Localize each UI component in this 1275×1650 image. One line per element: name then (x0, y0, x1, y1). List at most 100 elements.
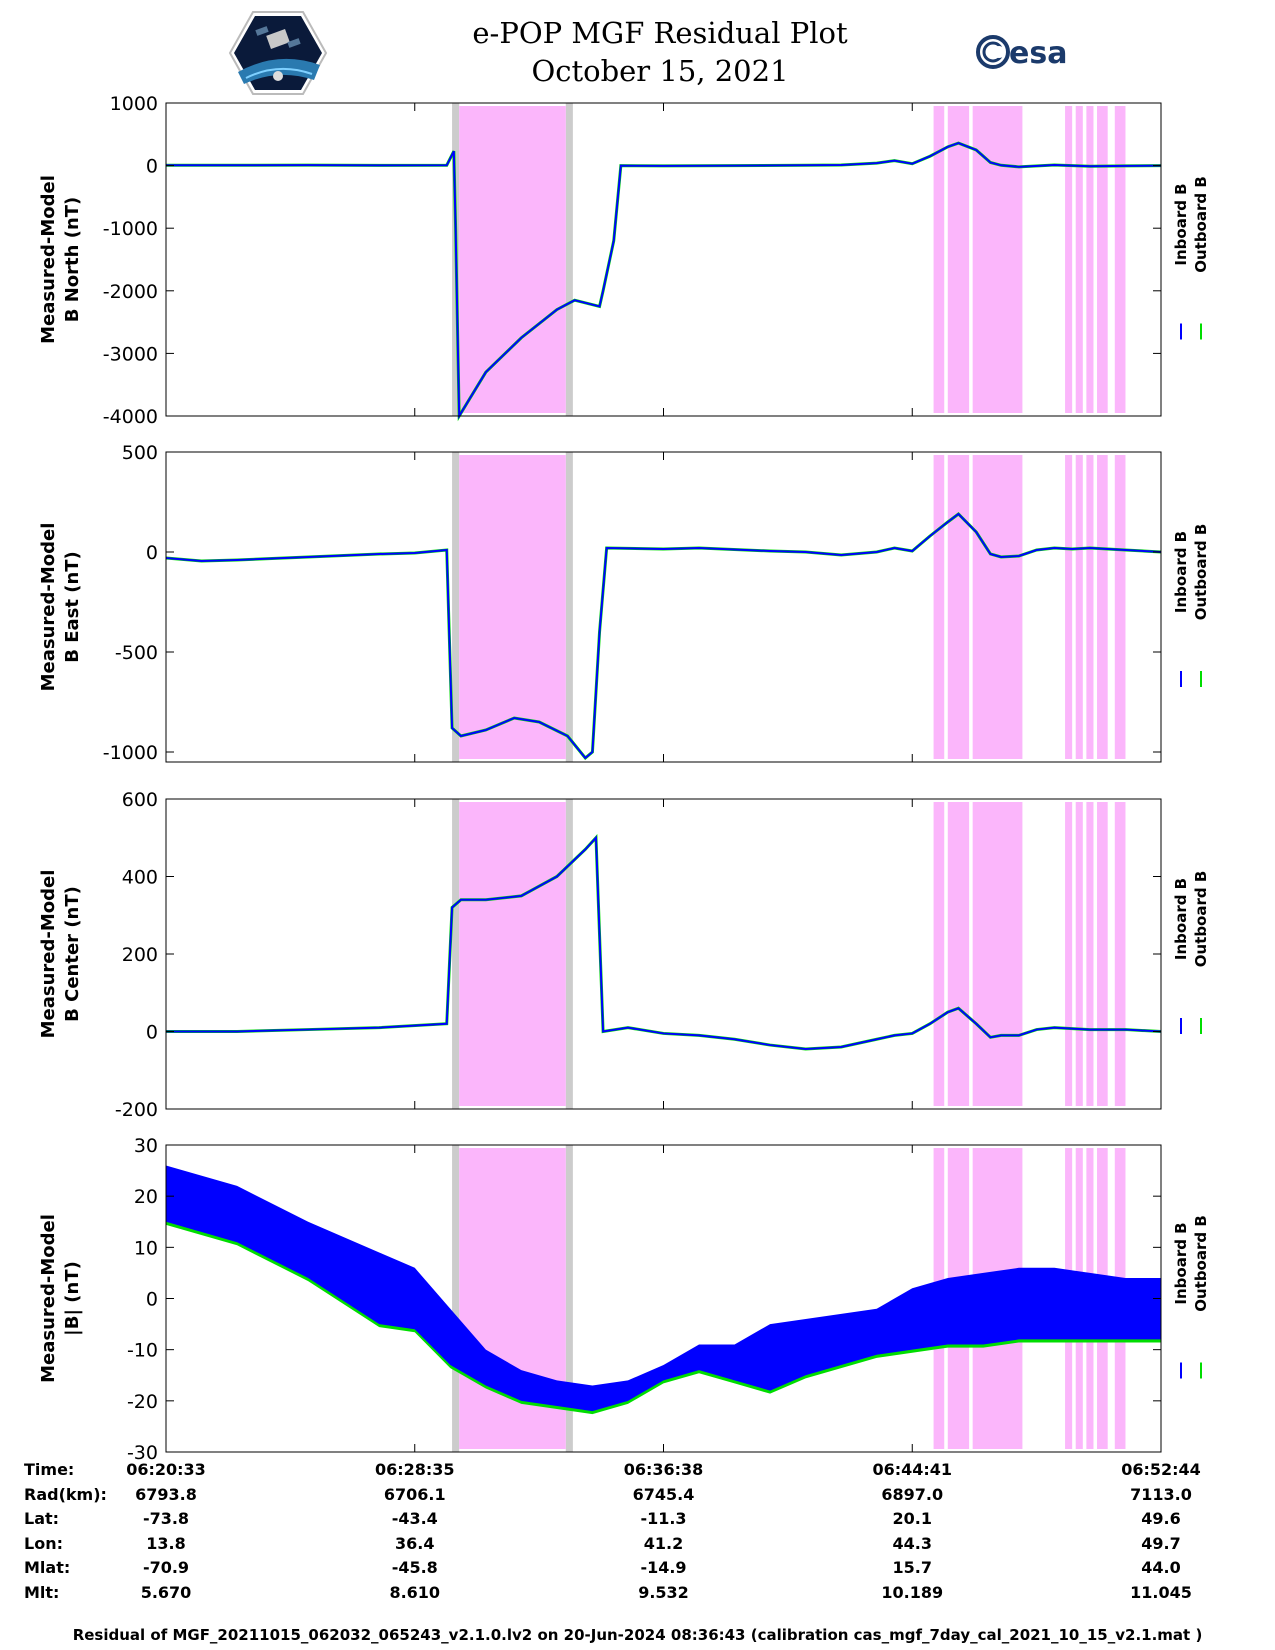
info-cell: 06:52:44 (1121, 1460, 1201, 1479)
outboard-envelope (166, 1216, 1161, 1415)
highlight-span (1075, 802, 1083, 1106)
inboard-line (166, 835, 1162, 1050)
highlight-span (947, 106, 970, 413)
info-cell: 6706.1 (383, 1484, 446, 1504)
y-axis-label-line-1: Measured-Model (38, 1214, 59, 1383)
info-cell: -43.4 (391, 1509, 438, 1528)
highlight-span (933, 106, 945, 413)
info-cell: -73.8 (142, 1509, 190, 1528)
legend-inboard-label: Inboard B (1172, 531, 1190, 613)
orbit-info-table: Time: Rad(km): Lat: Lon: Mlat: Mlt: 06:20:33 67… (0, 1460, 1275, 1620)
legend-labels: Inboard B Outboard B (1172, 524, 1210, 621)
panel-3: 600 400 200 0 -200 Measured-Model B Center (nT… (38, 789, 1210, 1121)
y-tick-label: 0 (146, 542, 158, 564)
esa-logo: esa (976, 35, 1067, 71)
highlight-span (1114, 455, 1126, 759)
info-row-label: Lon: (24, 1533, 63, 1553)
y-axis-label-line-2: B North (nT) (62, 197, 83, 323)
info-row-label: Rad(km): (24, 1484, 107, 1504)
info-cell: 10.189 (881, 1582, 944, 1602)
info-row-label: Mlt: (24, 1582, 60, 1602)
legend-outboard-label: Outboard B (1192, 1215, 1210, 1312)
info-cell: 7113.0 (1130, 1484, 1192, 1504)
y-tick-label: -200 (115, 1099, 158, 1121)
info-cell: -70.9 (142, 1558, 190, 1577)
highlight-span (1097, 802, 1108, 1106)
info-cell: 15.7 (892, 1558, 932, 1577)
title-line-1: e-POP MGF Residual Plot (472, 16, 848, 50)
y-axis-label-line-2: B Center (nT) (62, 886, 83, 1022)
y-axis-label: Measured-Model B Center (nT) (38, 870, 83, 1039)
info-cell: -14.9 (640, 1558, 687, 1577)
y-tick-label: 30 (134, 1135, 158, 1157)
info-cell: 6793.8 (135, 1484, 197, 1504)
info-cell: 5.670 (140, 1582, 192, 1602)
info-cell: -45.8 (391, 1558, 438, 1577)
y-tick-label: -500 (115, 642, 158, 664)
info-cell: 06:44:41 (872, 1460, 953, 1479)
info-row-label: Mlat: (24, 1558, 71, 1577)
info-cell: 06:20:33 (126, 1460, 206, 1479)
highlight-span (1097, 106, 1108, 413)
highlight-span (459, 802, 566, 1106)
y-tick-label: 0 (146, 1289, 158, 1311)
highlight-span (1114, 802, 1126, 1106)
y-tick-label: -4000 (103, 406, 158, 428)
highlight-span (933, 455, 945, 759)
legend-inboard-label: Inboard B (1172, 183, 1190, 265)
highlight-span (972, 455, 1023, 759)
panel-2: 500 0 -500 -1000 Measured-Model B East (nT) In… (38, 442, 1210, 764)
info-cell: 49.7 (1141, 1533, 1181, 1553)
info-row-label: Time: (24, 1460, 75, 1479)
title-line-2: October 15, 2021 (531, 54, 789, 88)
legend-outboard-label: Outboard B (1192, 524, 1210, 621)
gray-span (452, 452, 460, 762)
info-cell: 9.532 (638, 1582, 689, 1602)
y-axis-label: Measured-Model B East (nT) (38, 523, 83, 692)
y-tick-label: -1000 (103, 742, 158, 764)
legend-inboard-label: Inboard B (1172, 1222, 1190, 1304)
highlight-span (1065, 802, 1073, 1106)
y-axis-label-line-1: Measured-Model (38, 870, 59, 1039)
info-cell: 11.045 (1130, 1582, 1192, 1602)
y-tick-label: 500 (122, 442, 158, 464)
highlight-span (1075, 455, 1083, 759)
gray-span (565, 452, 573, 762)
y-tick-label: 0 (146, 1022, 158, 1044)
info-cell: 44.3 (892, 1533, 932, 1553)
highlight-span (933, 802, 945, 1106)
esa-wordmark: esa (1009, 36, 1067, 71)
y-axis-label: Measured-Model B North (nT) (38, 175, 83, 344)
y-tick-label: 0 (146, 156, 158, 178)
highlight-span (459, 106, 566, 413)
info-cell: -11.3 (640, 1509, 687, 1528)
info-cell: 06:28:35 (374, 1460, 455, 1479)
legend-outboard-label: Outboard B (1192, 871, 1210, 968)
y-axis-label-line-1: Measured-Model (38, 175, 59, 344)
gray-span (452, 799, 460, 1109)
info-cell: 8.610 (389, 1582, 441, 1602)
chart-title: e-POP MGF Residual Plot October 15, 2021 (340, 14, 980, 90)
panel-4: 30 20 10 0 -10 -20 -30 Measured-Model |B| (nT) In… (38, 1135, 1210, 1460)
highlight-span (1086, 455, 1094, 759)
highlight-span (947, 802, 970, 1106)
y-tick-label: -10 (127, 1340, 158, 1362)
y-axis-label-line-2: |B| (nT) (62, 1261, 83, 1336)
highlight-span (1075, 106, 1083, 413)
legend-inboard-label: Inboard B (1172, 878, 1190, 960)
highlight-span (972, 802, 1023, 1106)
info-cell: 6897.0 (881, 1484, 944, 1504)
panel-1: 1000 0 -1000 -2000 -3000 -4000 Measured-Model B… (38, 93, 1210, 428)
highlight-span (1097, 455, 1108, 759)
highlight-span (1065, 455, 1073, 759)
info-cell: 13.8 (146, 1533, 186, 1553)
highlight-span (1114, 106, 1126, 413)
highlight-span (1065, 106, 1073, 413)
y-tick-label: 10 (134, 1237, 158, 1259)
y-axis-label-line-1: Measured-Model (38, 523, 59, 692)
highlight-span (1086, 802, 1094, 1106)
footer-caption: Residual of MGF_20211015_062032_065243_v… (72, 1626, 1203, 1644)
inboard-line (165, 512, 1162, 760)
legend-labels: Inboard B Outboard B (1172, 1215, 1210, 1312)
info-cell: 44.0 (1141, 1558, 1181, 1577)
